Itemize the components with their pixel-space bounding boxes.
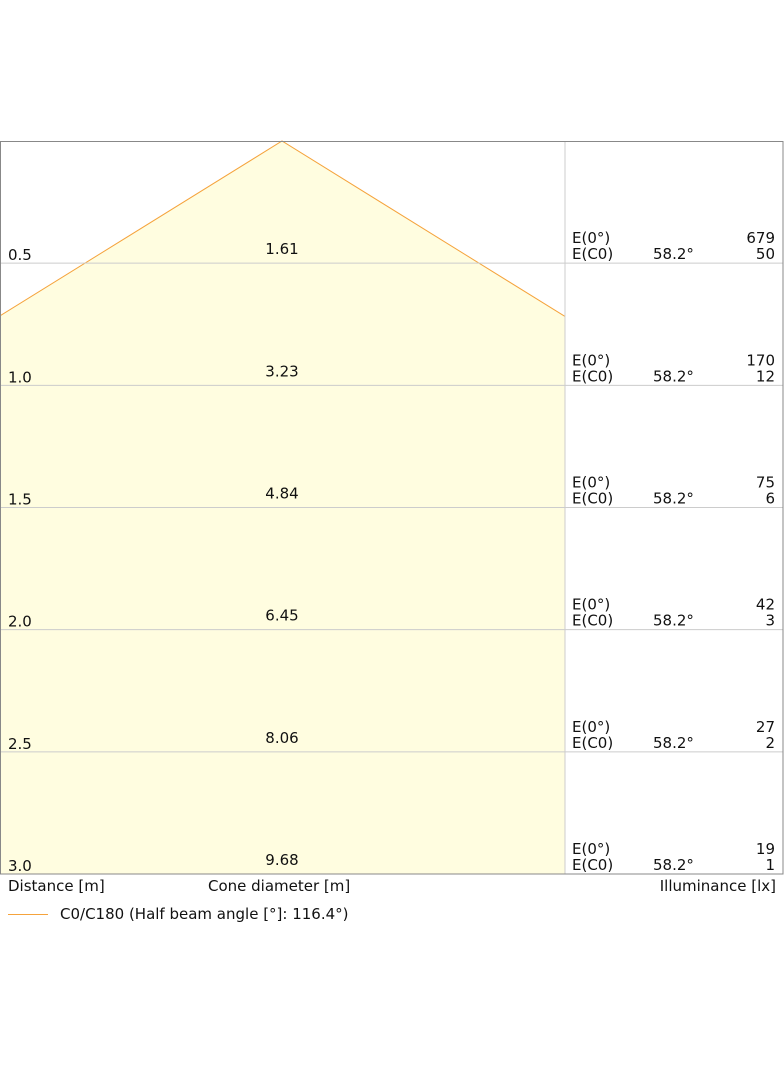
ec0-label: E(C0) xyxy=(572,245,613,263)
distance-label: 0.5 xyxy=(8,246,32,264)
ec0-value: 1 xyxy=(765,856,775,874)
e0-label: E(0°) xyxy=(572,351,610,369)
e0-value: 42 xyxy=(756,596,775,614)
chart-frame xyxy=(0,141,784,875)
distance-label: 3.0 xyxy=(8,857,32,875)
ec0-angle-label: 58.2° xyxy=(653,734,694,752)
e0-value: 27 xyxy=(756,718,775,736)
cone-diameter-axis-label: Cone diameter [m] xyxy=(208,877,351,895)
cone-diameter-label: 6.45 xyxy=(265,607,298,625)
cone-diameter-label: 4.84 xyxy=(265,485,298,503)
distance-label: 1.5 xyxy=(8,491,32,509)
e0-value: 19 xyxy=(756,840,775,858)
ec0-value: 12 xyxy=(756,367,775,385)
e0-value: 170 xyxy=(746,351,775,369)
ec0-value: 3 xyxy=(765,612,775,630)
distance-axis-label: Distance [m] xyxy=(8,877,105,895)
e0-value: 75 xyxy=(756,474,775,492)
ec0-label: E(C0) xyxy=(572,734,613,752)
distance-label: 1.0 xyxy=(8,368,32,386)
cone-diameter-label: 8.06 xyxy=(265,729,298,747)
ec0-angle-label: 58.2° xyxy=(653,245,694,263)
legend-line-swatch xyxy=(8,913,48,915)
ec0-value: 6 xyxy=(765,490,775,508)
ec0-label: E(C0) xyxy=(572,367,613,385)
ec0-angle-label: 58.2° xyxy=(653,612,694,630)
ec0-angle-label: 58.2° xyxy=(653,856,694,874)
illuminance-axis-label: Illuminance [lx] xyxy=(659,877,776,895)
ec0-angle-label: 58.2° xyxy=(653,490,694,508)
legend-label: C0/C180 (Half beam angle [°]: 116.4°) xyxy=(60,905,349,923)
e0-label: E(0°) xyxy=(572,596,610,614)
cone-diameter-label: 9.68 xyxy=(265,851,298,869)
ec0-value: 2 xyxy=(765,734,775,752)
ec0-label: E(C0) xyxy=(572,612,613,630)
distance-label: 2.0 xyxy=(8,613,32,631)
e0-value: 679 xyxy=(746,229,775,247)
ec0-label: E(C0) xyxy=(572,490,613,508)
ec0-value: 50 xyxy=(756,245,775,263)
legend: C0/C180 (Half beam angle [°]: 116.4°) xyxy=(8,904,349,924)
cone-diameter-label: 3.23 xyxy=(265,362,298,380)
e0-label: E(0°) xyxy=(572,474,610,492)
e0-label: E(0°) xyxy=(572,840,610,858)
e0-label: E(0°) xyxy=(572,718,610,736)
ec0-label: E(C0) xyxy=(572,856,613,874)
ec0-angle-label: 58.2° xyxy=(653,367,694,385)
distance-label: 2.5 xyxy=(8,735,32,753)
cone-diameter-label: 1.61 xyxy=(265,240,298,258)
e0-label: E(0°) xyxy=(572,229,610,247)
